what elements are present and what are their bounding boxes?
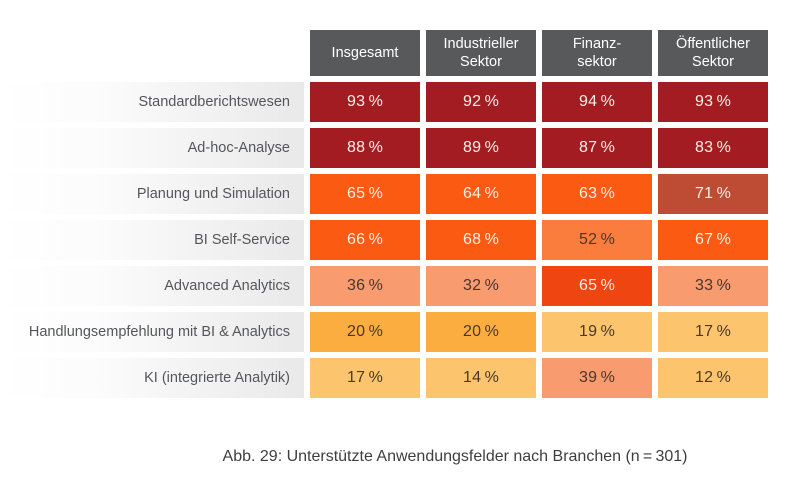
value-cell: 17 % [310,358,420,398]
value-cell: 52 % [542,220,652,260]
row-label: Advanced Analytics [0,266,304,306]
value-cell: 71 % [658,174,768,214]
value-cell: 93 % [310,82,420,122]
value-cell: 83 % [658,128,768,168]
value-cell: 65 % [542,266,652,306]
value-cell: 19 % [542,312,652,352]
value-cell: 92 % [426,82,536,122]
value-cell: 67 % [658,220,768,260]
value-cell: 93 % [658,82,768,122]
value-cell: 33 % [658,266,768,306]
column-header: Industrieller Sektor [426,30,536,76]
value-cell: 20 % [310,312,420,352]
row-label: Standardberichtswesen [0,82,304,122]
row-label: Planung und Simulation [0,174,304,214]
value-cell: 12 % [658,358,768,398]
column-header: Öffentlicher Sektor [658,30,768,76]
value-cell: 87 % [542,128,652,168]
row-label: KI (integrierte Analytik) [0,358,304,398]
column-header: Insgesamt [310,30,420,76]
value-cell: 39 % [542,358,652,398]
value-cell: 68 % [426,220,536,260]
corner-spacer [0,30,304,76]
figure-caption: Abb. 29: Unterstützte Anwendungsfelder n… [222,448,688,465]
value-cell: 20 % [426,312,536,352]
row-label: Handlungsempfehlung mit BI & Analytics [0,312,304,352]
heatmap-table: Insgesamt Industrieller Sektor Finanz- sek… [0,30,768,398]
value-cell: 14 % [426,358,536,398]
value-cell: 89 % [426,128,536,168]
value-cell: 17 % [658,312,768,352]
value-cell: 32 % [426,266,536,306]
value-cell: 64 % [426,174,536,214]
value-cell: 65 % [310,174,420,214]
value-cell: 66 % [310,220,420,260]
row-label: Ad-hoc-Analyse [0,128,304,168]
value-cell: 63 % [542,174,652,214]
row-label: BI Self-Service [0,220,304,260]
column-header: Finanz- sektor [542,30,652,76]
value-cell: 88 % [310,128,420,168]
value-cell: 36 % [310,266,420,306]
value-cell: 94 % [542,82,652,122]
